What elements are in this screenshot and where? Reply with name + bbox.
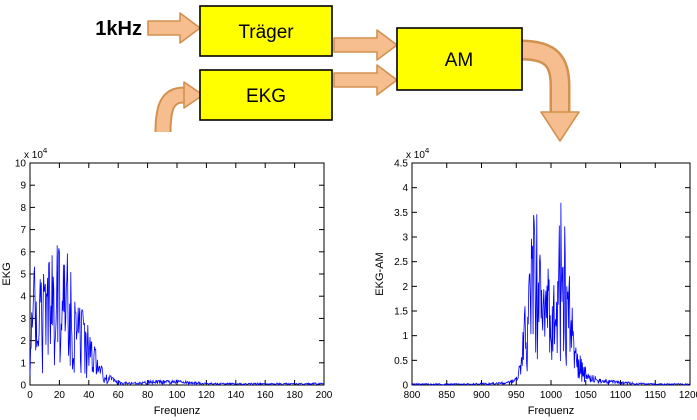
y-tick-label: 4 (20, 292, 26, 303)
y-tick-label: 0.5 (394, 356, 408, 367)
block-diagram: Träger EKG AM 1kHz (95, 5, 580, 142)
block-ekg (199, 69, 333, 121)
block-am (396, 27, 523, 91)
x-tick-label: 800 (404, 390, 421, 401)
x-tick-label: 1100 (610, 390, 632, 401)
block-am-label: AM (445, 50, 474, 71)
x-tick-label: 1000 (540, 390, 563, 401)
x-axis-label: Frequenz (154, 405, 200, 417)
x-tick-label: 120 (198, 390, 215, 401)
x-tick-label: 900 (473, 390, 490, 401)
arrow-traeger-to-am (333, 29, 398, 61)
x-tick-label: 80 (142, 390, 154, 401)
x-axis-label: Frequenz (528, 405, 574, 417)
y-scale-exponent: x 104 (24, 148, 48, 161)
y-axis-label: EKG-AM (374, 252, 386, 295)
curved-arrow-am-output (520, 39, 580, 142)
arrowhead-into-ekg (183, 81, 204, 109)
y-tick-label: 2 (20, 336, 26, 347)
x-tick-label: 140 (227, 390, 244, 401)
x-tick-label: 40 (83, 390, 95, 401)
y-tick-label: 4 (402, 183, 408, 194)
axes-ticks: 0 20 40 60 80 100 120 140 160 180 200 0 1 2 3 4 5 6 7 8 9 10 (15, 159, 333, 402)
y-tick-label: 1 (20, 358, 26, 369)
spectrum-series (29, 245, 325, 386)
x-tick-label: 850 (438, 390, 455, 401)
ekg-spectrum-plot: 0 20 40 60 80 100 120 140 160 180 200012345678910 … (1, 146, 333, 417)
y-tick-label: 10 (15, 159, 27, 170)
y-tick-label: 6 (20, 247, 26, 258)
x-tick-label: 100 (169, 390, 186, 401)
plot-area (411, 162, 691, 386)
x-tick-label: 20 (54, 390, 66, 401)
y-tick-label: 2.5 (394, 257, 408, 268)
y-tick-label: 1.5 (394, 307, 408, 318)
y-tick-label: 0 (402, 381, 408, 392)
arrow-1khz-to-traeger (147, 12, 201, 44)
curved-arrow-into-ekg (154, 81, 204, 133)
y-tick-label: 7 (20, 225, 26, 236)
spectrum-series (411, 202, 691, 386)
x-tick-label: 180 (286, 390, 303, 401)
block-traeger (199, 5, 333, 57)
y-tick-label: 1 (402, 331, 408, 342)
x-tick-label: 1050 (575, 390, 598, 401)
y-tick-label: 4.5 (394, 159, 408, 170)
y-tick-label: 9 (20, 181, 26, 192)
y-tick-label: 8 (20, 203, 26, 214)
y-tick-label: 3.5 (394, 208, 408, 219)
x-tick-label: 0 (27, 390, 33, 401)
arrowhead-am-output (540, 111, 580, 142)
x-tick-label: 950 (508, 390, 525, 401)
y-tick-label: 3 (20, 314, 26, 325)
y-scale-exponent: x 104 (406, 148, 430, 161)
y-axis-label: EKG (1, 262, 13, 285)
y-tick-label: 0 (20, 381, 26, 392)
y-tick-label: 5 (20, 270, 26, 281)
ekg-spectrum-figure: 0 20 40 60 80 100 120 140 160 180 200 0 1 2 3 4 5 6 7 8 9 10 … (0, 146, 345, 420)
block-traeger-label: Träger (238, 22, 294, 43)
block-ekg-label: EKG (246, 86, 286, 107)
x-tick-label: 160 (257, 390, 274, 401)
y-tick-label: 2 (402, 282, 408, 293)
arrow-ekg-to-am (333, 64, 398, 96)
x-tick-label: 200 (316, 390, 333, 401)
plot-area (29, 162, 325, 386)
input-frequency-label: 1kHz (95, 18, 142, 40)
y-tick-label: 3 (402, 233, 408, 244)
x-tick-label: 1150 (644, 390, 666, 401)
x-tick-label: 60 (113, 390, 125, 401)
